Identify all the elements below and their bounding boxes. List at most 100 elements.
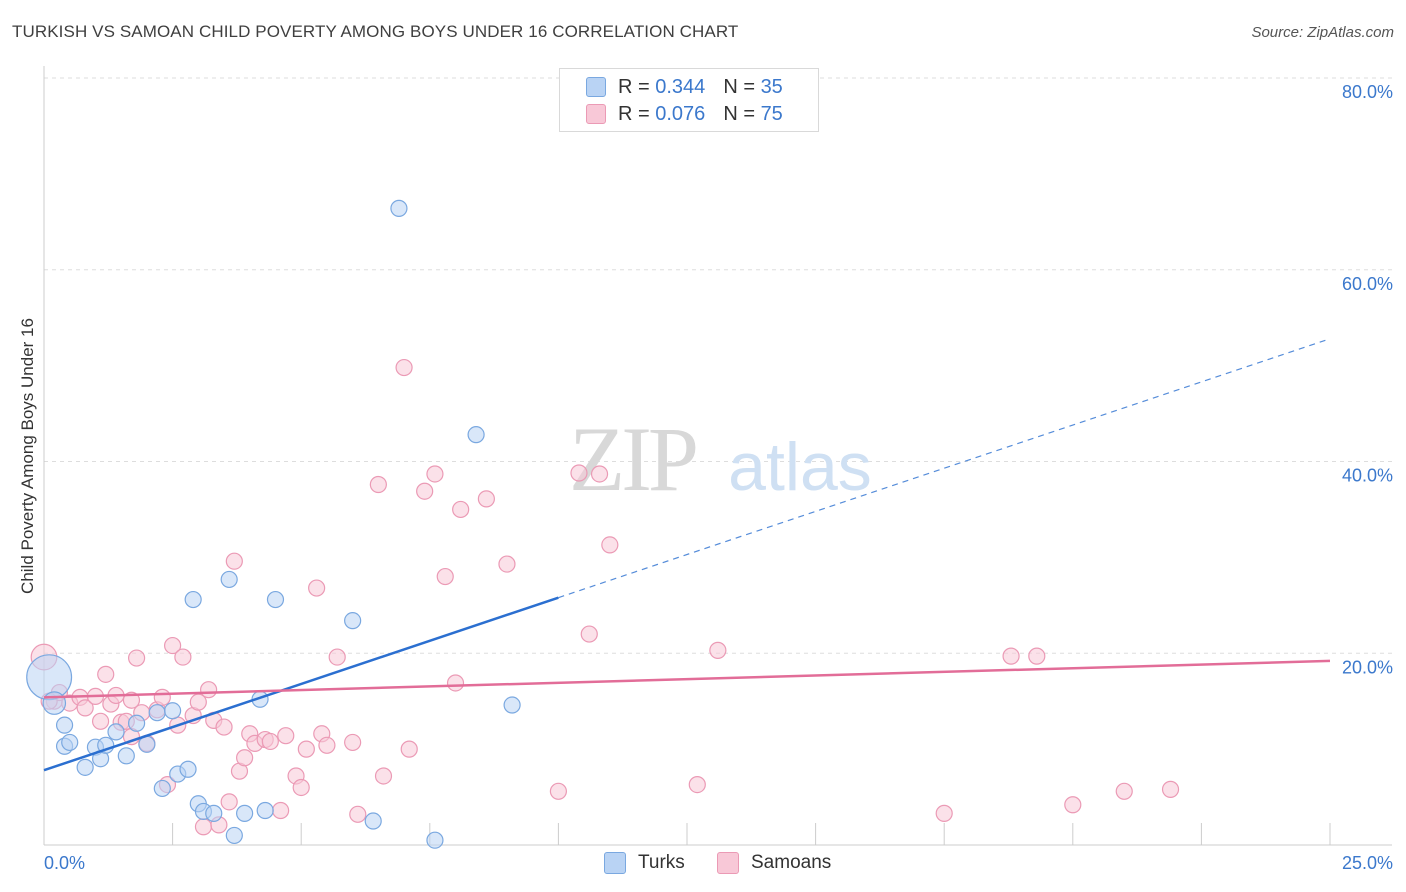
samoans-point (436, 567, 454, 586)
samoans-point (127, 649, 146, 667)
turks-point (148, 704, 166, 722)
turks-point (205, 804, 223, 822)
turks-point (256, 801, 274, 820)
x-tick-label-max: 25.0% (1342, 853, 1393, 873)
samoans-point (272, 801, 290, 820)
samoans-point (601, 536, 619, 554)
samoans-point (549, 782, 568, 800)
legend-n-label: N = (723, 75, 755, 98)
turks-point (153, 779, 171, 798)
samoans-point (709, 641, 727, 659)
axes (43, 66, 1392, 846)
turks-point (220, 570, 238, 589)
samoans-point (1002, 647, 1020, 665)
samoans-point (498, 555, 516, 573)
turks-point (225, 826, 243, 845)
turks-point (467, 426, 485, 444)
samoans-point (97, 665, 115, 683)
samoans-point (328, 648, 346, 666)
turks-point (364, 812, 382, 830)
samoans-point (153, 688, 171, 706)
x-tick-label-min: 0.0% (44, 853, 85, 873)
turks-point (127, 714, 146, 732)
turks-point (426, 831, 444, 849)
samoans-point (200, 681, 218, 699)
legend-row-samoans: R = 0.076 N = 75 (586, 101, 783, 127)
samoans-trend-line (43, 659, 1331, 699)
legend-r-label: R = (618, 75, 650, 98)
samoans-point (215, 718, 233, 736)
turks-point (107, 723, 125, 741)
y-tick-label: 40.0% (1342, 466, 1393, 486)
samoans-point (477, 490, 495, 508)
samoans-point (1028, 647, 1046, 665)
samoans-point (590, 465, 609, 483)
samoans-point (1064, 796, 1082, 814)
grid-lines (44, 77, 1392, 654)
legend-swatch-samoans (586, 104, 606, 124)
samoans-point (452, 500, 470, 519)
y-tick-label: 60.0% (1342, 274, 1393, 294)
turks-trend-line (43, 596, 559, 772)
samoans-point (395, 358, 413, 377)
turks-point (179, 760, 197, 778)
samoans-point (1115, 782, 1133, 800)
legend-n-value: 75 (760, 102, 783, 125)
turks-point (117, 747, 135, 765)
turks-point (61, 733, 79, 752)
samoans-point (570, 464, 588, 482)
samoans-point (76, 699, 94, 717)
samoans-point (194, 818, 213, 836)
samoans-point (688, 775, 706, 794)
y-tick-label: 20.0% (1342, 657, 1393, 677)
tick-labels: 20.0% 40.0% 60.0% 80.0% 0.0% 25.0% (44, 82, 1393, 873)
source-label: Source: ZipAtlas.com (1251, 24, 1394, 41)
trend-lines (43, 338, 1331, 772)
samoans-point (1161, 780, 1180, 798)
samoans-point (400, 740, 418, 758)
turks-point (76, 758, 94, 776)
watermark: ZIP atlas (569, 408, 872, 510)
watermark-zip: ZIP (569, 408, 696, 510)
series-legend: Turks Samoans (0, 852, 1406, 878)
turks-trend-extension (558, 338, 1331, 599)
legend-r-label: R = (618, 102, 650, 125)
samoans-point (261, 732, 279, 751)
legend: R = 0.344 N = 35 R = 0.076 N = 75 (559, 68, 819, 132)
turks-point (184, 590, 202, 609)
samoans-swatch (717, 852, 739, 874)
turks-point (42, 691, 67, 715)
turks-point (164, 702, 182, 720)
samoans-point (297, 740, 315, 758)
samoans-point (318, 736, 336, 754)
samoans-point (277, 727, 295, 745)
samoans-point (935, 804, 953, 822)
turks-swatch (604, 852, 626, 874)
samoans-point (349, 805, 367, 823)
turks-point (503, 696, 521, 714)
samoans-point (236, 749, 254, 767)
turks-point (344, 612, 362, 630)
samoans-point (308, 579, 326, 597)
turks-point (390, 199, 408, 217)
samoans-point (374, 767, 393, 785)
samoans-point (174, 648, 192, 666)
samoans-point (220, 793, 238, 811)
legend-n-label: N = (723, 102, 755, 125)
samoans-point (369, 475, 387, 494)
samoans-point (446, 674, 465, 692)
legend-n-value: 35 (760, 75, 783, 98)
samoans-point (580, 625, 598, 643)
data-points (26, 199, 1180, 849)
legend-swatch-turks (586, 77, 606, 97)
series-legend-turks[interactable]: Turks (604, 852, 685, 874)
samoans-point (416, 482, 434, 500)
samoans-point (91, 712, 110, 730)
series-legend-samoans[interactable]: Samoans (717, 852, 831, 874)
turks-point (236, 804, 254, 822)
legend-row-turks: R = 0.344 N = 35 (586, 74, 783, 100)
samoans-label: Samoans (751, 852, 832, 873)
samoans-point (225, 552, 243, 570)
turks-point (266, 590, 285, 609)
turks-label: Turks (638, 852, 685, 873)
